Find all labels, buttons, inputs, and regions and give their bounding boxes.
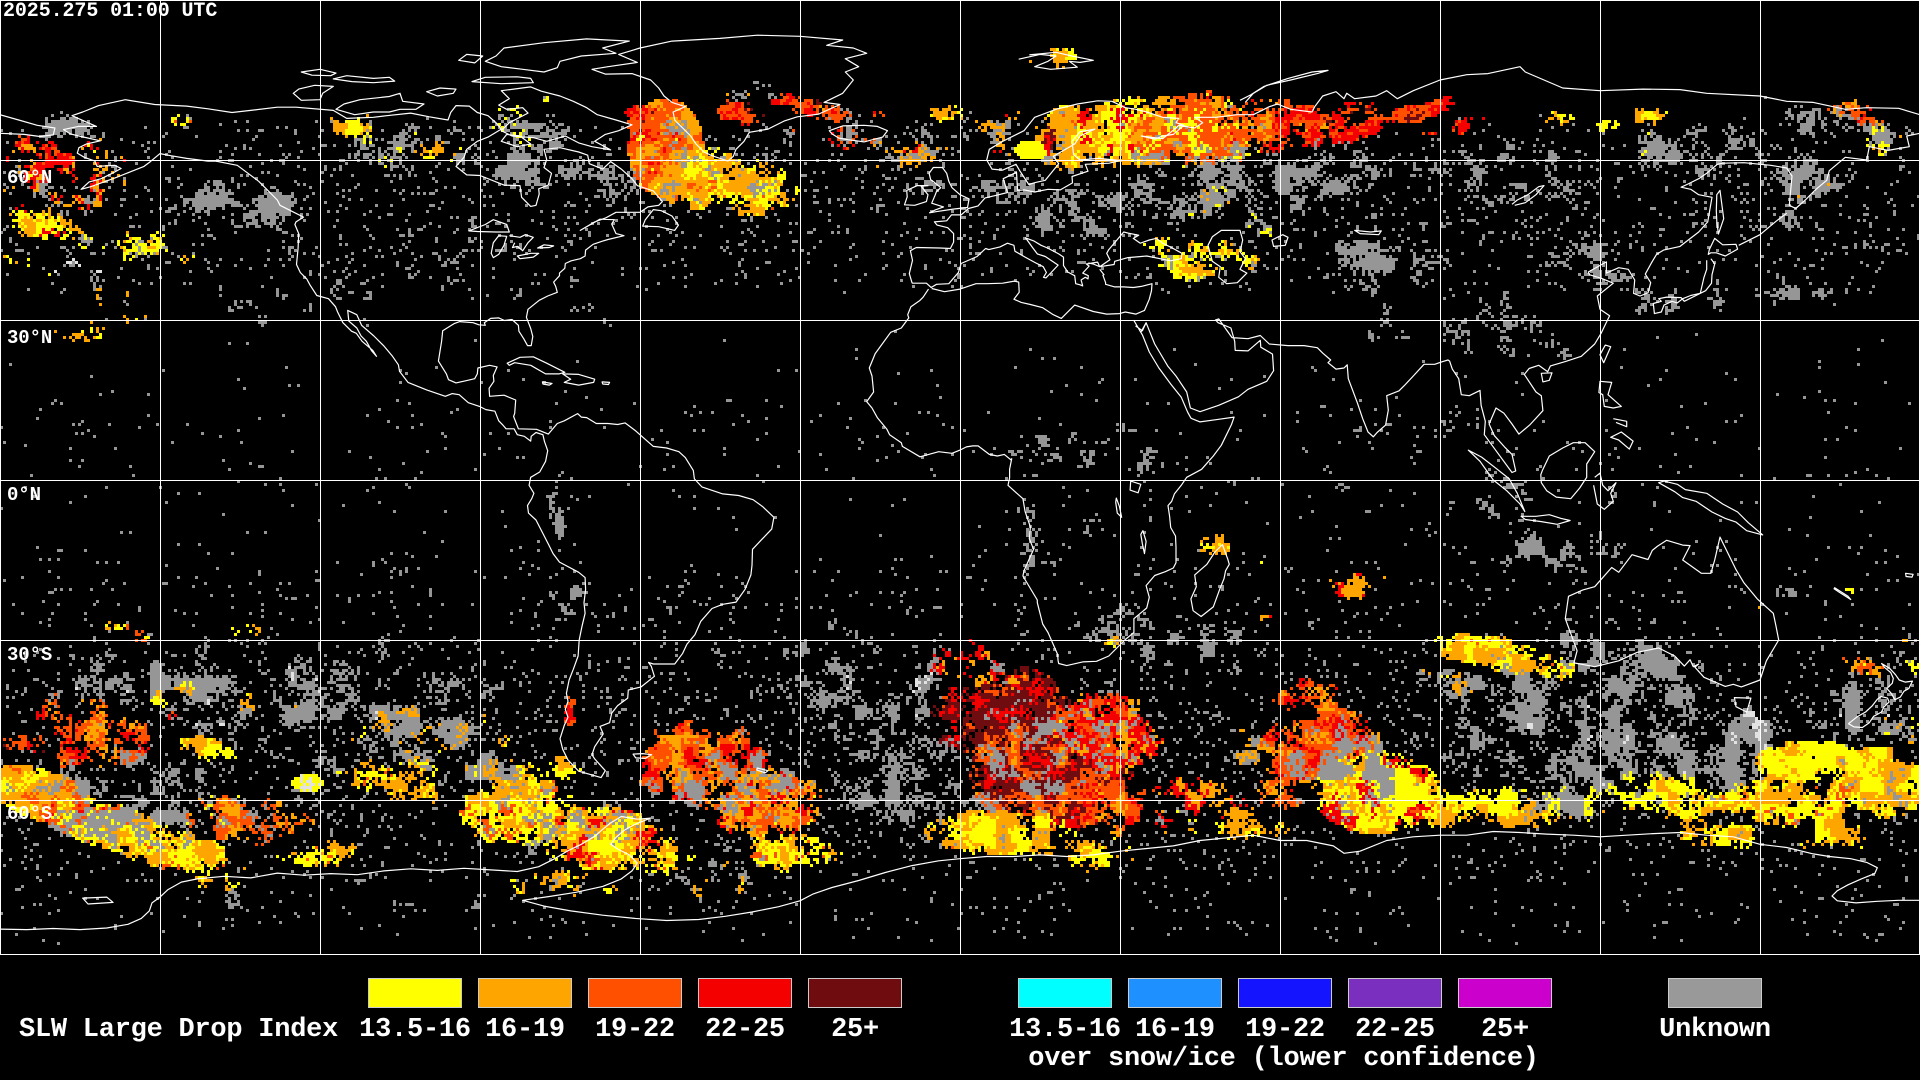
svg-text:13.5-16: 13.5-16 bbox=[1009, 1015, 1121, 1045]
svg-text:22-25: 22-25 bbox=[1355, 1015, 1435, 1045]
svg-text:2025.275 01:00 UTC: 2025.275 01:00 UTC bbox=[3, 0, 217, 23]
svg-text:19-22: 19-22 bbox=[595, 1015, 675, 1045]
svg-text:60°N: 60°N bbox=[7, 167, 52, 189]
svg-text:over snow/ice (lower confidenc: over snow/ice (lower confidence) bbox=[1028, 1044, 1538, 1074]
svg-text:30°N: 30°N bbox=[7, 327, 52, 349]
svg-text:Unknown: Unknown bbox=[1659, 1015, 1771, 1045]
svg-text:25+: 25+ bbox=[1481, 1015, 1529, 1045]
svg-text:60°S: 60°S bbox=[7, 803, 52, 825]
svg-text:16-19: 16-19 bbox=[485, 1015, 565, 1045]
svg-text:19-22: 19-22 bbox=[1245, 1015, 1325, 1045]
svg-text:SLW Large Drop Index: SLW Large Drop Index bbox=[19, 1015, 338, 1045]
svg-text:16-19: 16-19 bbox=[1135, 1015, 1215, 1045]
svg-text:30°S: 30°S bbox=[7, 644, 52, 666]
svg-text:25+: 25+ bbox=[831, 1015, 879, 1045]
svg-text:22-25: 22-25 bbox=[705, 1015, 785, 1045]
svg-text:0°N: 0°N bbox=[7, 484, 41, 506]
svg-text:13.5-16: 13.5-16 bbox=[359, 1015, 471, 1045]
